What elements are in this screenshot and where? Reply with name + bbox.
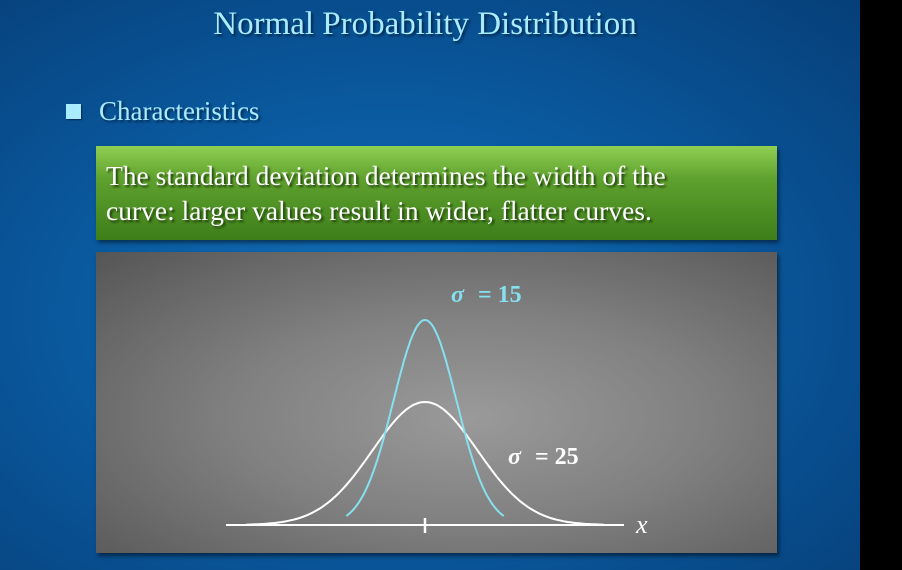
label-sigma-15: σ = 15 bbox=[451, 282, 522, 308]
x-axis-label: x bbox=[635, 510, 648, 539]
sigma-symbol-25: σ bbox=[508, 444, 522, 470]
right-edge-strip bbox=[860, 0, 902, 570]
curve-sigma-25 bbox=[246, 400, 604, 526]
sigma-symbol-15: σ bbox=[451, 282, 465, 308]
slide-title: Normal Probability Distribution bbox=[213, 6, 637, 42]
plot-panel: x σ = 15 σ = 25 bbox=[96, 252, 777, 553]
curve-sigma-15 bbox=[345, 318, 505, 517]
slide: Normal Probability Distribution Characte… bbox=[0, 0, 860, 570]
bullet-text: Characteristics bbox=[99, 96, 260, 126]
callout-box: The standard deviation determines the wi… bbox=[96, 146, 777, 240]
sigma-value-25: = 25 bbox=[535, 444, 579, 470]
label-sigma-25: σ = 25 bbox=[508, 444, 579, 470]
bullet-square-icon bbox=[66, 104, 81, 119]
callout-line-1: The standard deviation determines the wi… bbox=[106, 160, 666, 191]
sigma-value-15: = 15 bbox=[478, 282, 522, 308]
bullet-item: Characteristics bbox=[66, 96, 259, 127]
callout-line-2: curve: larger values result in wider, fl… bbox=[106, 195, 652, 226]
normal-curves-diagram: x σ = 15 σ = 25 bbox=[226, 282, 648, 539]
